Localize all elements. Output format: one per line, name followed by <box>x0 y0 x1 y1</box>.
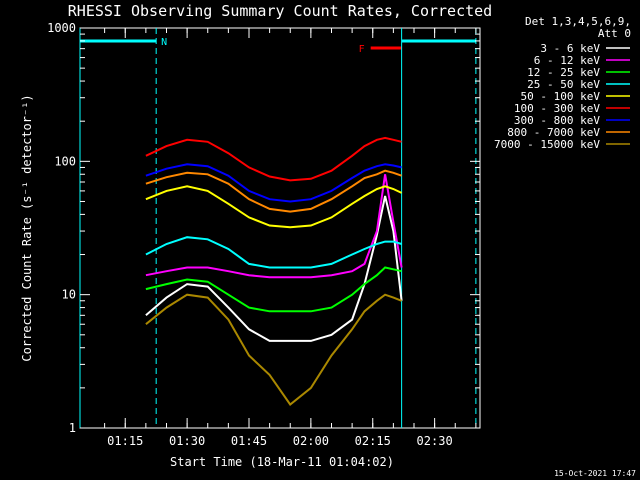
flare-label: F <box>359 44 365 55</box>
series-line <box>145 169 402 213</box>
legend-item-label: 300 - 800 keV <box>514 114 600 127</box>
series-line <box>145 185 403 229</box>
legend-item-label: 12 - 25 keV <box>527 66 600 79</box>
y-tick-label: 1000 <box>47 21 76 35</box>
x-axis-label: Start Time (18-Mar-11 01:04:02) <box>170 455 394 469</box>
legend-item-label: 50 - 100 keV <box>521 90 601 103</box>
night-bars: NF <box>80 37 476 55</box>
y-tick-label: 100 <box>54 154 76 168</box>
y-tick-label: 10 <box>62 288 76 302</box>
time-markers <box>79 28 477 428</box>
x-tick-label: 02:30 <box>417 434 453 448</box>
x-tick-label: 02:15 <box>355 434 391 448</box>
legend-item-label: 100 - 300 keV <box>514 102 600 115</box>
series-line <box>145 195 403 342</box>
legend-item-label: 7000 - 15000 keV <box>494 138 600 151</box>
night-label: N <box>161 37 167 48</box>
legend-header-detectors: Det 1,3,4,5,6,9, <box>525 15 631 28</box>
y-tick-label: 1 <box>69 421 76 435</box>
x-tick-label: 02:00 <box>293 434 329 448</box>
x-axis: 01:15 01:30 01:45 02:00 02:15 02:30 <box>104 28 477 448</box>
legend-item-label: 25 - 50 keV <box>527 78 600 91</box>
series-line <box>145 174 403 279</box>
y-axis: 1 10 100 1000 <box>47 21 480 435</box>
footer-timestamp: 15-Oct-2021 17:47 <box>554 469 636 478</box>
legend-item-label: 3 - 6 keV <box>540 42 600 55</box>
legend-item-label: 6 - 12 keV <box>534 54 601 67</box>
series-line <box>145 136 402 182</box>
series-lines <box>145 136 403 406</box>
x-tick-label: 01:30 <box>169 434 205 448</box>
series-line <box>145 293 402 406</box>
x-tick-label: 01:45 <box>231 434 267 448</box>
y-axis-label: Corrected Count Rate (s⁻¹ detector⁻¹) <box>20 94 34 361</box>
series-line <box>145 266 402 313</box>
legend-item-label: 800 - 7000 keV <box>507 126 600 139</box>
series-line <box>145 236 402 269</box>
legend-header-attenuator: Att 0 <box>598 27 631 40</box>
series-line <box>145 163 402 203</box>
chart-title: RHESSI Observing Summary Count Rates, Co… <box>68 2 492 20</box>
x-tick-label: 01:15 <box>107 434 143 448</box>
